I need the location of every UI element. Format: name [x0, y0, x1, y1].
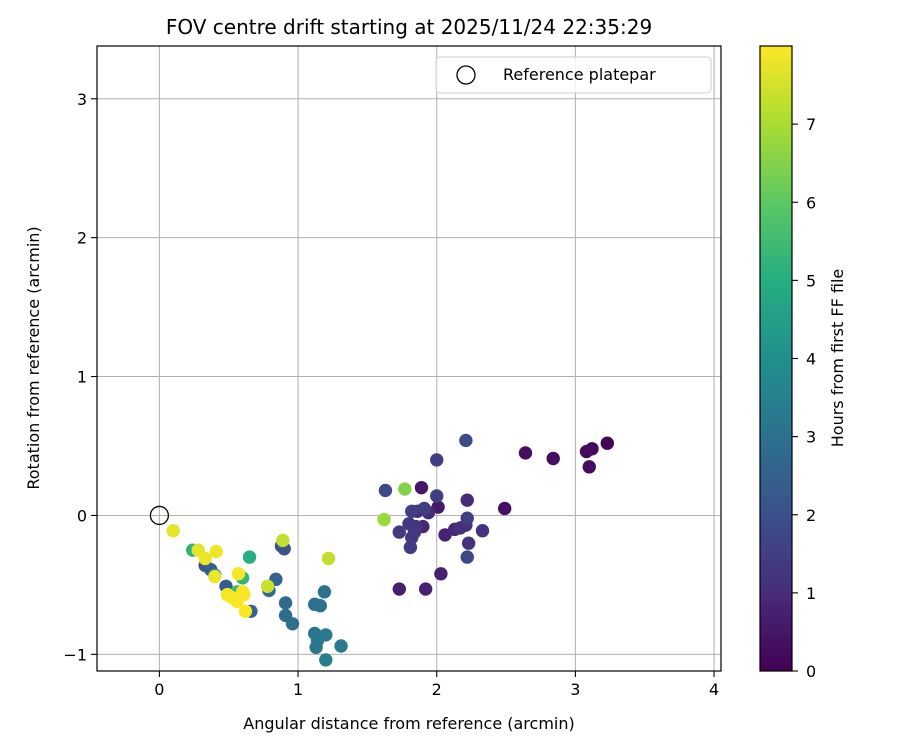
data-point	[403, 540, 418, 555]
x-tick-label: 4	[709, 680, 719, 699]
data-point	[198, 551, 212, 566]
data-point	[231, 567, 246, 581]
x-tick-label: 0	[154, 680, 164, 699]
data-point	[460, 493, 474, 507]
reference-platepar-marker	[149, 505, 170, 526]
data-point	[430, 489, 444, 503]
colorbar-tick-label: 2	[806, 506, 816, 525]
colorbar-label: Hours from first FF file	[828, 269, 847, 448]
x-tick-label: 1	[293, 680, 303, 699]
data-point	[392, 582, 406, 596]
y-tick-label: 0	[77, 506, 87, 525]
y-tick-label: 2	[77, 229, 87, 248]
colorbar-ticks: 0 1 2 3 4 5 6 7	[792, 115, 816, 681]
colorbar-gradient	[760, 46, 792, 671]
data-point	[430, 453, 444, 467]
data-point	[238, 604, 253, 618]
y-axis-label: Rotation from reference (arcmin)	[24, 226, 43, 489]
data-point	[582, 460, 596, 474]
data-point	[377, 512, 391, 527]
colorbar: 0 1 2 3 4 5 6 7 Hours from first FF file	[759, 45, 847, 681]
data-point	[334, 639, 348, 653]
data-point	[166, 524, 180, 538]
data-point	[405, 504, 419, 518]
data-point	[378, 483, 393, 498]
data-point	[438, 528, 452, 542]
data-point	[460, 511, 474, 525]
y-tick-label: 3	[77, 90, 87, 109]
data-point	[313, 599, 327, 613]
data-point	[497, 501, 512, 516]
data-point	[434, 567, 448, 581]
data-point	[418, 582, 433, 596]
data-point	[414, 480, 429, 495]
data-point	[285, 617, 300, 631]
data-point	[461, 536, 476, 550]
data-point	[460, 550, 474, 564]
chart-title: FOV centre drift starting at 2025/11/24 …	[166, 15, 652, 39]
data-point	[518, 446, 533, 460]
data-point	[242, 550, 257, 564]
plot-frame	[96, 45, 722, 672]
colorbar-tick-label: 3	[806, 428, 816, 447]
colorbar-tick-label: 7	[806, 115, 816, 134]
grid-layer	[97, 46, 721, 671]
data-point	[417, 501, 431, 516]
colorbar-tick-label: 6	[806, 193, 816, 212]
colorbar-tick-label: 0	[806, 662, 816, 681]
colorbar-tick-label: 5	[806, 271, 816, 290]
x-tick-label: 3	[570, 680, 580, 699]
data-point	[319, 653, 333, 667]
data-point	[453, 521, 468, 535]
data-point	[600, 436, 614, 450]
data-point	[579, 444, 594, 459]
x-tick-label: 2	[432, 680, 442, 699]
data-point	[260, 579, 275, 593]
data-point	[319, 628, 333, 642]
data-point	[392, 525, 406, 539]
x-axis-label: Angular distance from reference (arcmin)	[243, 714, 574, 733]
data-point	[278, 596, 293, 610]
legend-entry-reference: Reference platepar	[503, 65, 656, 84]
x-ticks: 0 1 2 3 4	[154, 671, 719, 699]
data-point	[317, 585, 332, 599]
data-point	[398, 482, 412, 496]
data-point	[276, 533, 290, 548]
y-tick-label: −1	[63, 645, 87, 664]
data-point	[208, 569, 222, 584]
y-ticks: −1 0 1 2 3	[63, 90, 97, 664]
legend-box	[435, 56, 712, 94]
legend: Reference platepar	[435, 56, 712, 94]
legend-marker-reference	[456, 65, 476, 85]
data-point	[431, 500, 445, 514]
points-layer	[166, 433, 614, 667]
y-tick-label: 1	[77, 368, 87, 387]
colorbar-tick-label: 4	[806, 350, 816, 369]
data-point	[475, 524, 490, 538]
data-point	[209, 544, 223, 559]
colorbar-tick-label: 1	[806, 584, 816, 603]
data-point	[546, 451, 560, 466]
data-point	[321, 551, 336, 566]
data-point	[459, 433, 473, 448]
data-point	[237, 587, 251, 602]
